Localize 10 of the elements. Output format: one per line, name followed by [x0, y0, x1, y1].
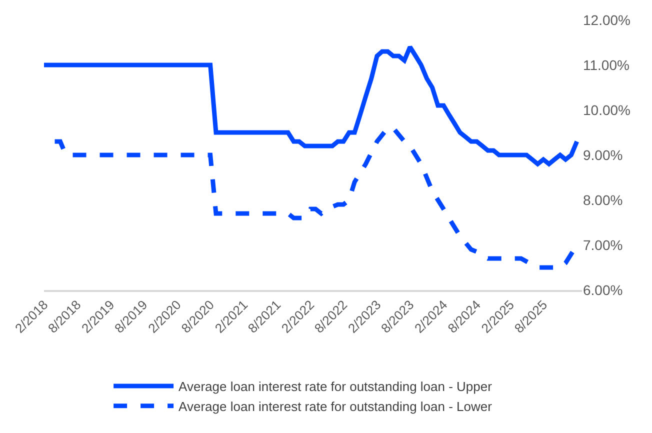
y-tick-label: 12.00% [583, 12, 630, 28]
y-tick-label: 11.00% [583, 56, 630, 73]
line-series [44, 44, 580, 166]
y-tick-label: 10.00% [583, 102, 630, 118]
legend-label: Average loan interest rate for outstanding loan - Lower [178, 398, 493, 414]
y-tick-label: 8.00% [583, 192, 623, 208]
legend-label: Average loan interest rate for outstanding loan - Upper [178, 379, 493, 394]
y-tick-label: 7.00% [583, 236, 623, 253]
y-tick-label: 6.00% [583, 282, 623, 298]
y-tick-label: 9.00% [583, 146, 623, 163]
